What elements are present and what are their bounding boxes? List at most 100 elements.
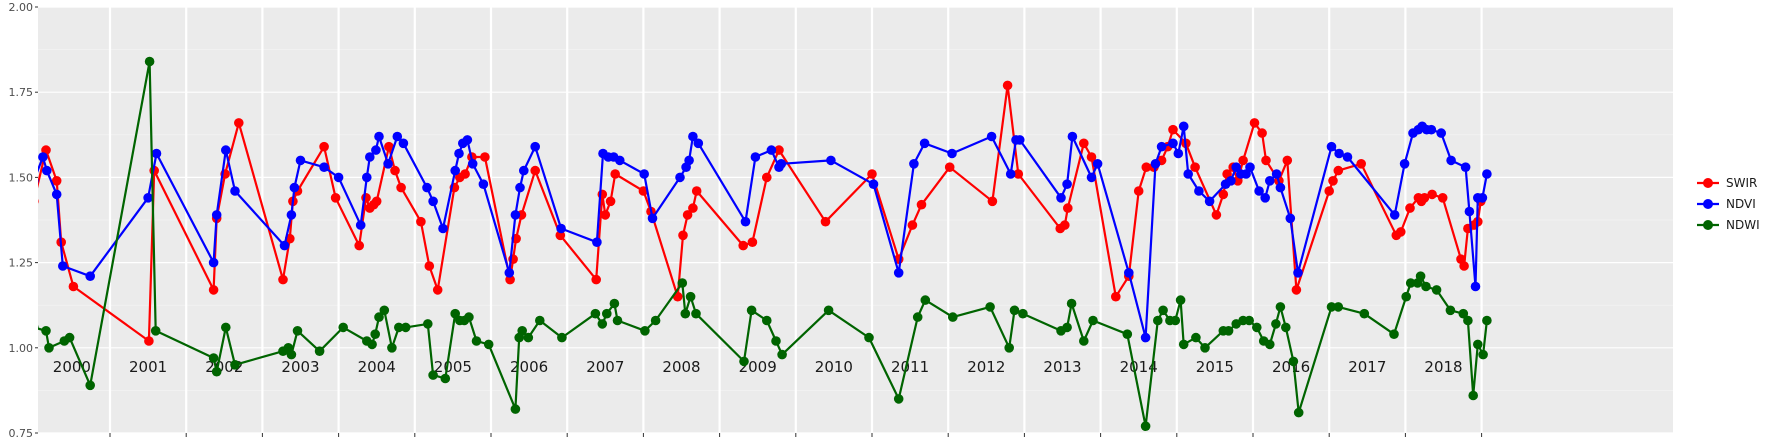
ndvi-point — [454, 148, 464, 159]
ndvi-point — [947, 148, 957, 159]
ndwi-point — [1333, 302, 1344, 312]
ndvi-point — [1460, 162, 1471, 172]
ndwi-point — [912, 312, 923, 322]
ndwi-point — [1281, 322, 1291, 333]
ndvi-point — [1470, 281, 1481, 292]
ndvi-point — [675, 172, 685, 183]
ndvi-point — [592, 237, 602, 247]
swir-point — [354, 240, 365, 251]
ndvi-point — [1399, 159, 1410, 169]
ndvi-point — [1183, 169, 1193, 179]
swir-point — [738, 240, 748, 251]
ndwi-point — [948, 312, 958, 322]
swir-point — [1396, 227, 1406, 237]
ndvi-point — [398, 138, 409, 149]
swir-point — [820, 216, 831, 227]
ndwi-point — [428, 370, 438, 380]
y-tick-label: 1.00 — [9, 342, 34, 355]
ndvi-point — [1204, 196, 1215, 207]
ndwi-point — [523, 332, 534, 343]
ndvi-point — [750, 152, 761, 162]
year-label: 2018 — [1424, 358, 1462, 376]
ndwi-point — [640, 326, 650, 336]
swir-point — [361, 193, 371, 203]
swir-point — [51, 176, 62, 186]
swir-point — [1168, 124, 1178, 135]
year-label: 2011 — [891, 358, 929, 376]
swir-point — [1063, 203, 1073, 213]
swir-point — [944, 162, 955, 172]
ndwi-point — [1009, 305, 1020, 316]
swir-point — [987, 196, 998, 207]
ndvi-point — [868, 179, 879, 189]
swir-point — [1249, 118, 1260, 128]
ndwi-point — [1431, 285, 1442, 295]
swir-point — [678, 230, 688, 241]
ndwi-point — [387, 343, 397, 353]
swir-point — [867, 169, 877, 179]
swir-point — [1405, 203, 1415, 213]
year-label: 2003 — [281, 358, 319, 376]
ndwi-point — [1458, 308, 1469, 319]
ndwi-point — [1004, 343, 1014, 353]
ndwi-point — [370, 329, 381, 340]
ndwi-point — [746, 305, 757, 316]
ndwi-point — [1271, 319, 1281, 329]
swir-point — [460, 169, 470, 179]
ndwi-point — [1482, 315, 1492, 326]
ndvi-point — [1140, 332, 1151, 343]
ndvi-point — [1436, 128, 1446, 138]
swir-point — [319, 141, 329, 152]
ndvi-point — [58, 261, 68, 271]
ndwi-point — [685, 291, 696, 302]
swir-point — [416, 216, 426, 227]
ndvi-legend-label: NDVI — [1726, 197, 1756, 211]
swir-point — [1133, 186, 1144, 196]
ndwi-point — [1359, 308, 1370, 319]
swir-point — [68, 281, 79, 292]
ndvi-point — [647, 213, 658, 224]
ndvi-point — [1150, 159, 1161, 169]
year-label: 2004 — [358, 358, 396, 376]
ndvi-point — [1156, 141, 1167, 152]
ndvi-point — [1173, 148, 1184, 159]
ndvi-point — [51, 189, 62, 200]
swir-point — [747, 237, 758, 247]
ndwi-point — [739, 356, 749, 367]
ndvi-point — [688, 131, 698, 142]
ndvi-point — [639, 169, 649, 179]
swir-legend-label: SWIR — [1726, 176, 1757, 190]
y-axis: 0.75 1.00 1.25 1.50 1.75 2.00 — [9, 1, 38, 440]
ndwi-point — [1140, 421, 1151, 432]
series-layer — [38, 56, 1492, 432]
swir-point — [1328, 176, 1338, 186]
ndvi-point — [1260, 193, 1270, 203]
ndvi-point — [143, 193, 153, 203]
swir-point — [1427, 189, 1437, 200]
swir-point — [1261, 155, 1271, 166]
ndwi-point — [394, 322, 404, 333]
swir-point — [1002, 80, 1013, 91]
ndvi-point — [776, 159, 787, 169]
ndwi-point — [314, 346, 325, 357]
ndwi-point — [920, 295, 931, 305]
ndvi-point — [295, 155, 306, 166]
ndvi-point — [151, 148, 162, 159]
ndvi-point — [467, 159, 478, 169]
y-tick-label: 1.50 — [9, 171, 34, 184]
ndwi-point — [286, 349, 297, 360]
ndvi-point — [1056, 193, 1066, 203]
ndwi-point — [609, 298, 620, 309]
ndwi-point — [597, 319, 608, 329]
ndvi-point — [1464, 206, 1475, 217]
ndwi-point — [1288, 356, 1299, 367]
ndwi-point — [1244, 315, 1254, 326]
swir-point — [1111, 291, 1121, 302]
swir-point — [1211, 210, 1222, 220]
ndwi-point — [41, 326, 51, 336]
ndwi-point — [400, 322, 411, 333]
ndwi-legend-key — [1703, 220, 1713, 230]
ndvi-point — [1293, 268, 1303, 278]
ndwi-point — [1178, 339, 1189, 350]
